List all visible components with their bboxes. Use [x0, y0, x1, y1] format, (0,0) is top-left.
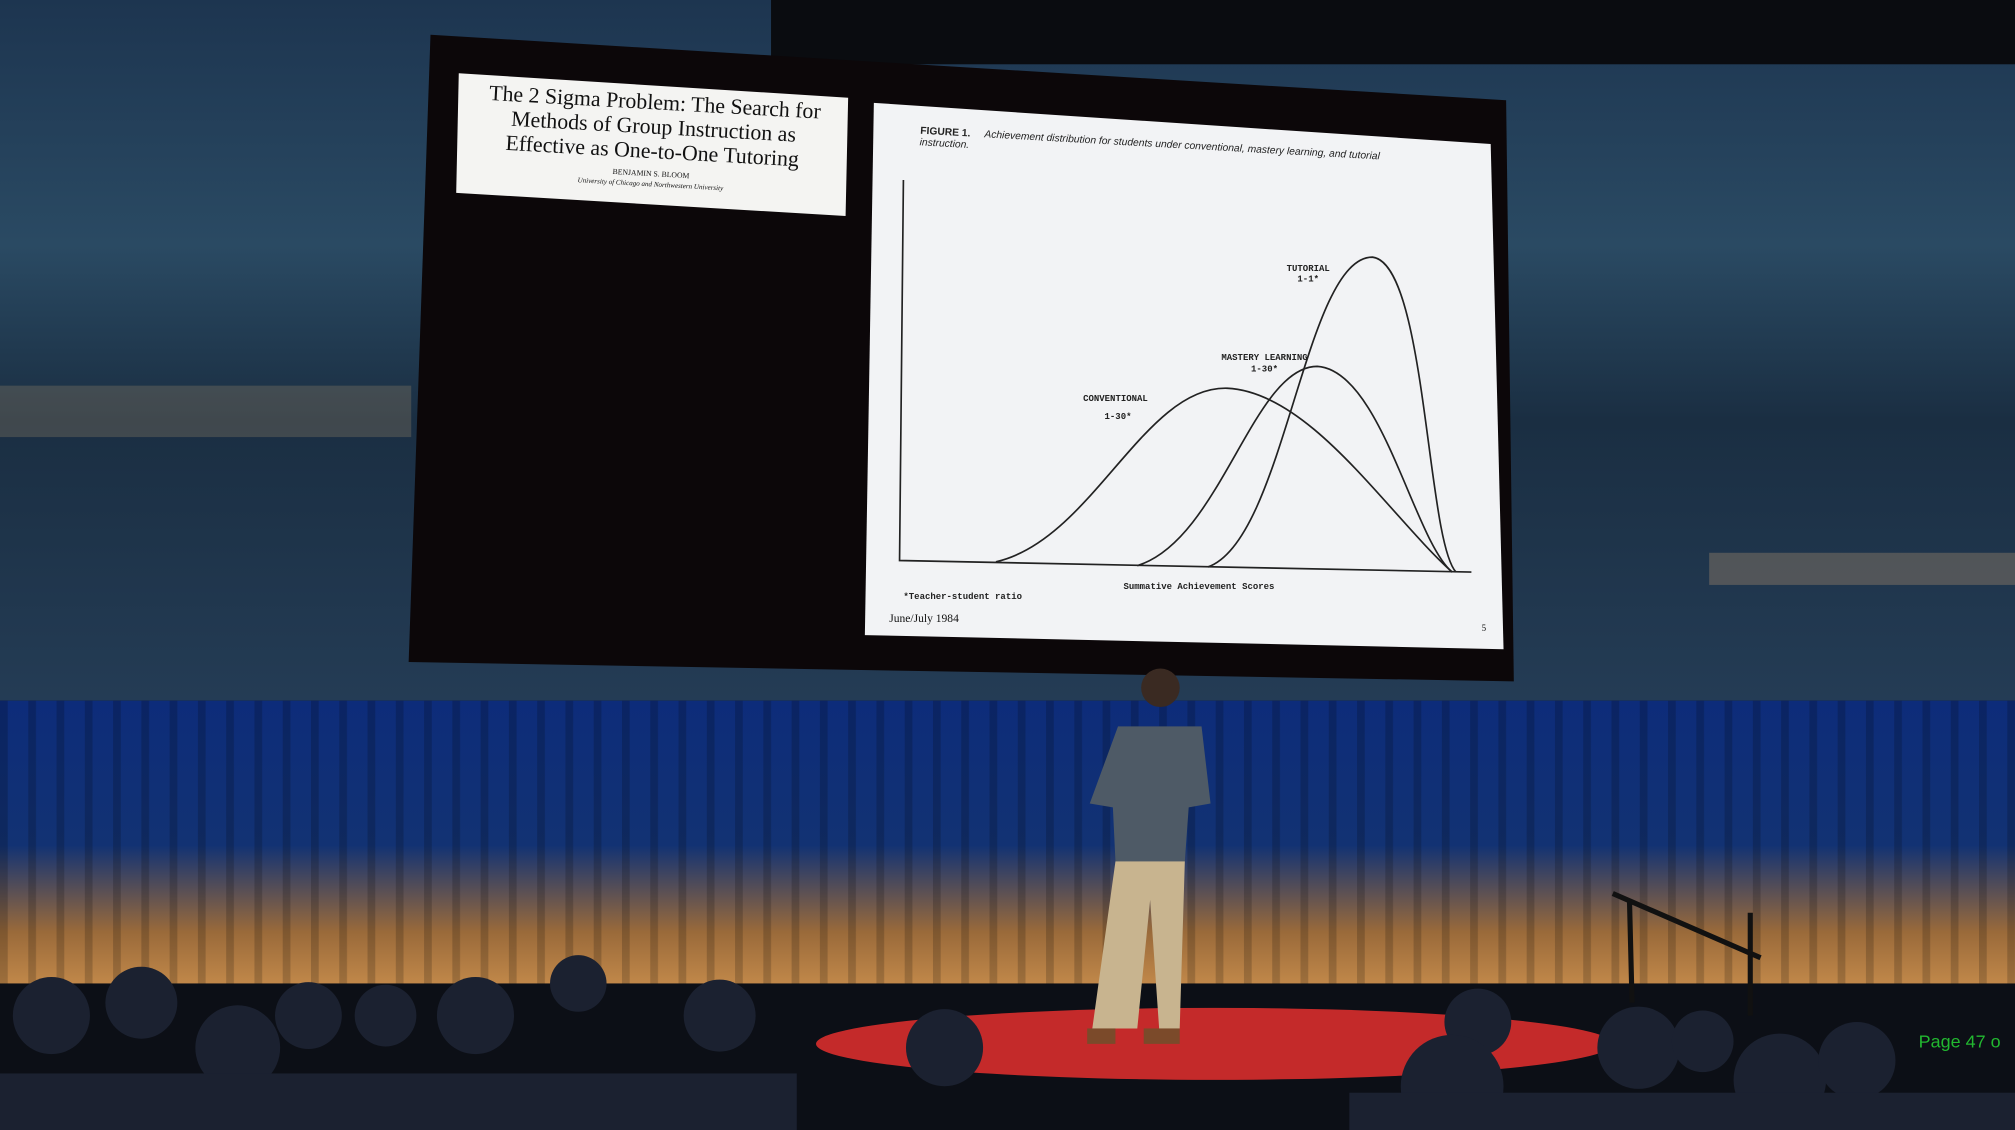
audience	[0, 955, 2015, 1130]
caption-line: instruction.	[919, 137, 969, 151]
curve-ratio: 1-30*	[1105, 412, 1132, 422]
figure-card	[864, 102, 1504, 650]
head	[1141, 668, 1180, 708]
axes	[898, 179, 1472, 573]
footnote: *Teacher-student ratio	[903, 592, 1022, 602]
shirt	[1089, 726, 1211, 862]
shoe	[1087, 1028, 1116, 1044]
speaker	[1087, 668, 1211, 1044]
ceiling	[771, 0, 2015, 65]
curve-ratio: 1-1*	[1297, 275, 1319, 285]
page-indicator: Page 47 o	[1919, 1032, 2001, 1052]
curve-label: MASTERY LEARNING	[1221, 353, 1307, 363]
trousers	[1092, 861, 1185, 1029]
railing	[1611, 891, 1762, 1016]
curve-label: TUTORIAL	[1287, 264, 1330, 274]
figure-plot	[898, 179, 1472, 573]
curve-mastery	[1137, 365, 1453, 573]
page-number: 5	[1482, 623, 1487, 633]
curtain-folds	[0, 700, 2015, 990]
curve-tutorial	[1207, 256, 1457, 573]
curve-ratio: 1-30*	[1251, 365, 1278, 375]
figure-label: FIGURE 1.	[920, 126, 971, 140]
glow	[0, 385, 412, 438]
shoe	[1143, 1028, 1180, 1044]
x-axis-label: Summative Achievement Scores	[1124, 582, 1275, 592]
curve-label: CONVENTIONAL	[1083, 394, 1148, 404]
paper-card	[456, 73, 849, 216]
glow	[1709, 552, 2015, 585]
paper-author: BENJAMIN S. BLOOM	[612, 167, 689, 180]
curve-conventional	[995, 387, 1453, 573]
issue: June/July 1984	[889, 612, 959, 625]
